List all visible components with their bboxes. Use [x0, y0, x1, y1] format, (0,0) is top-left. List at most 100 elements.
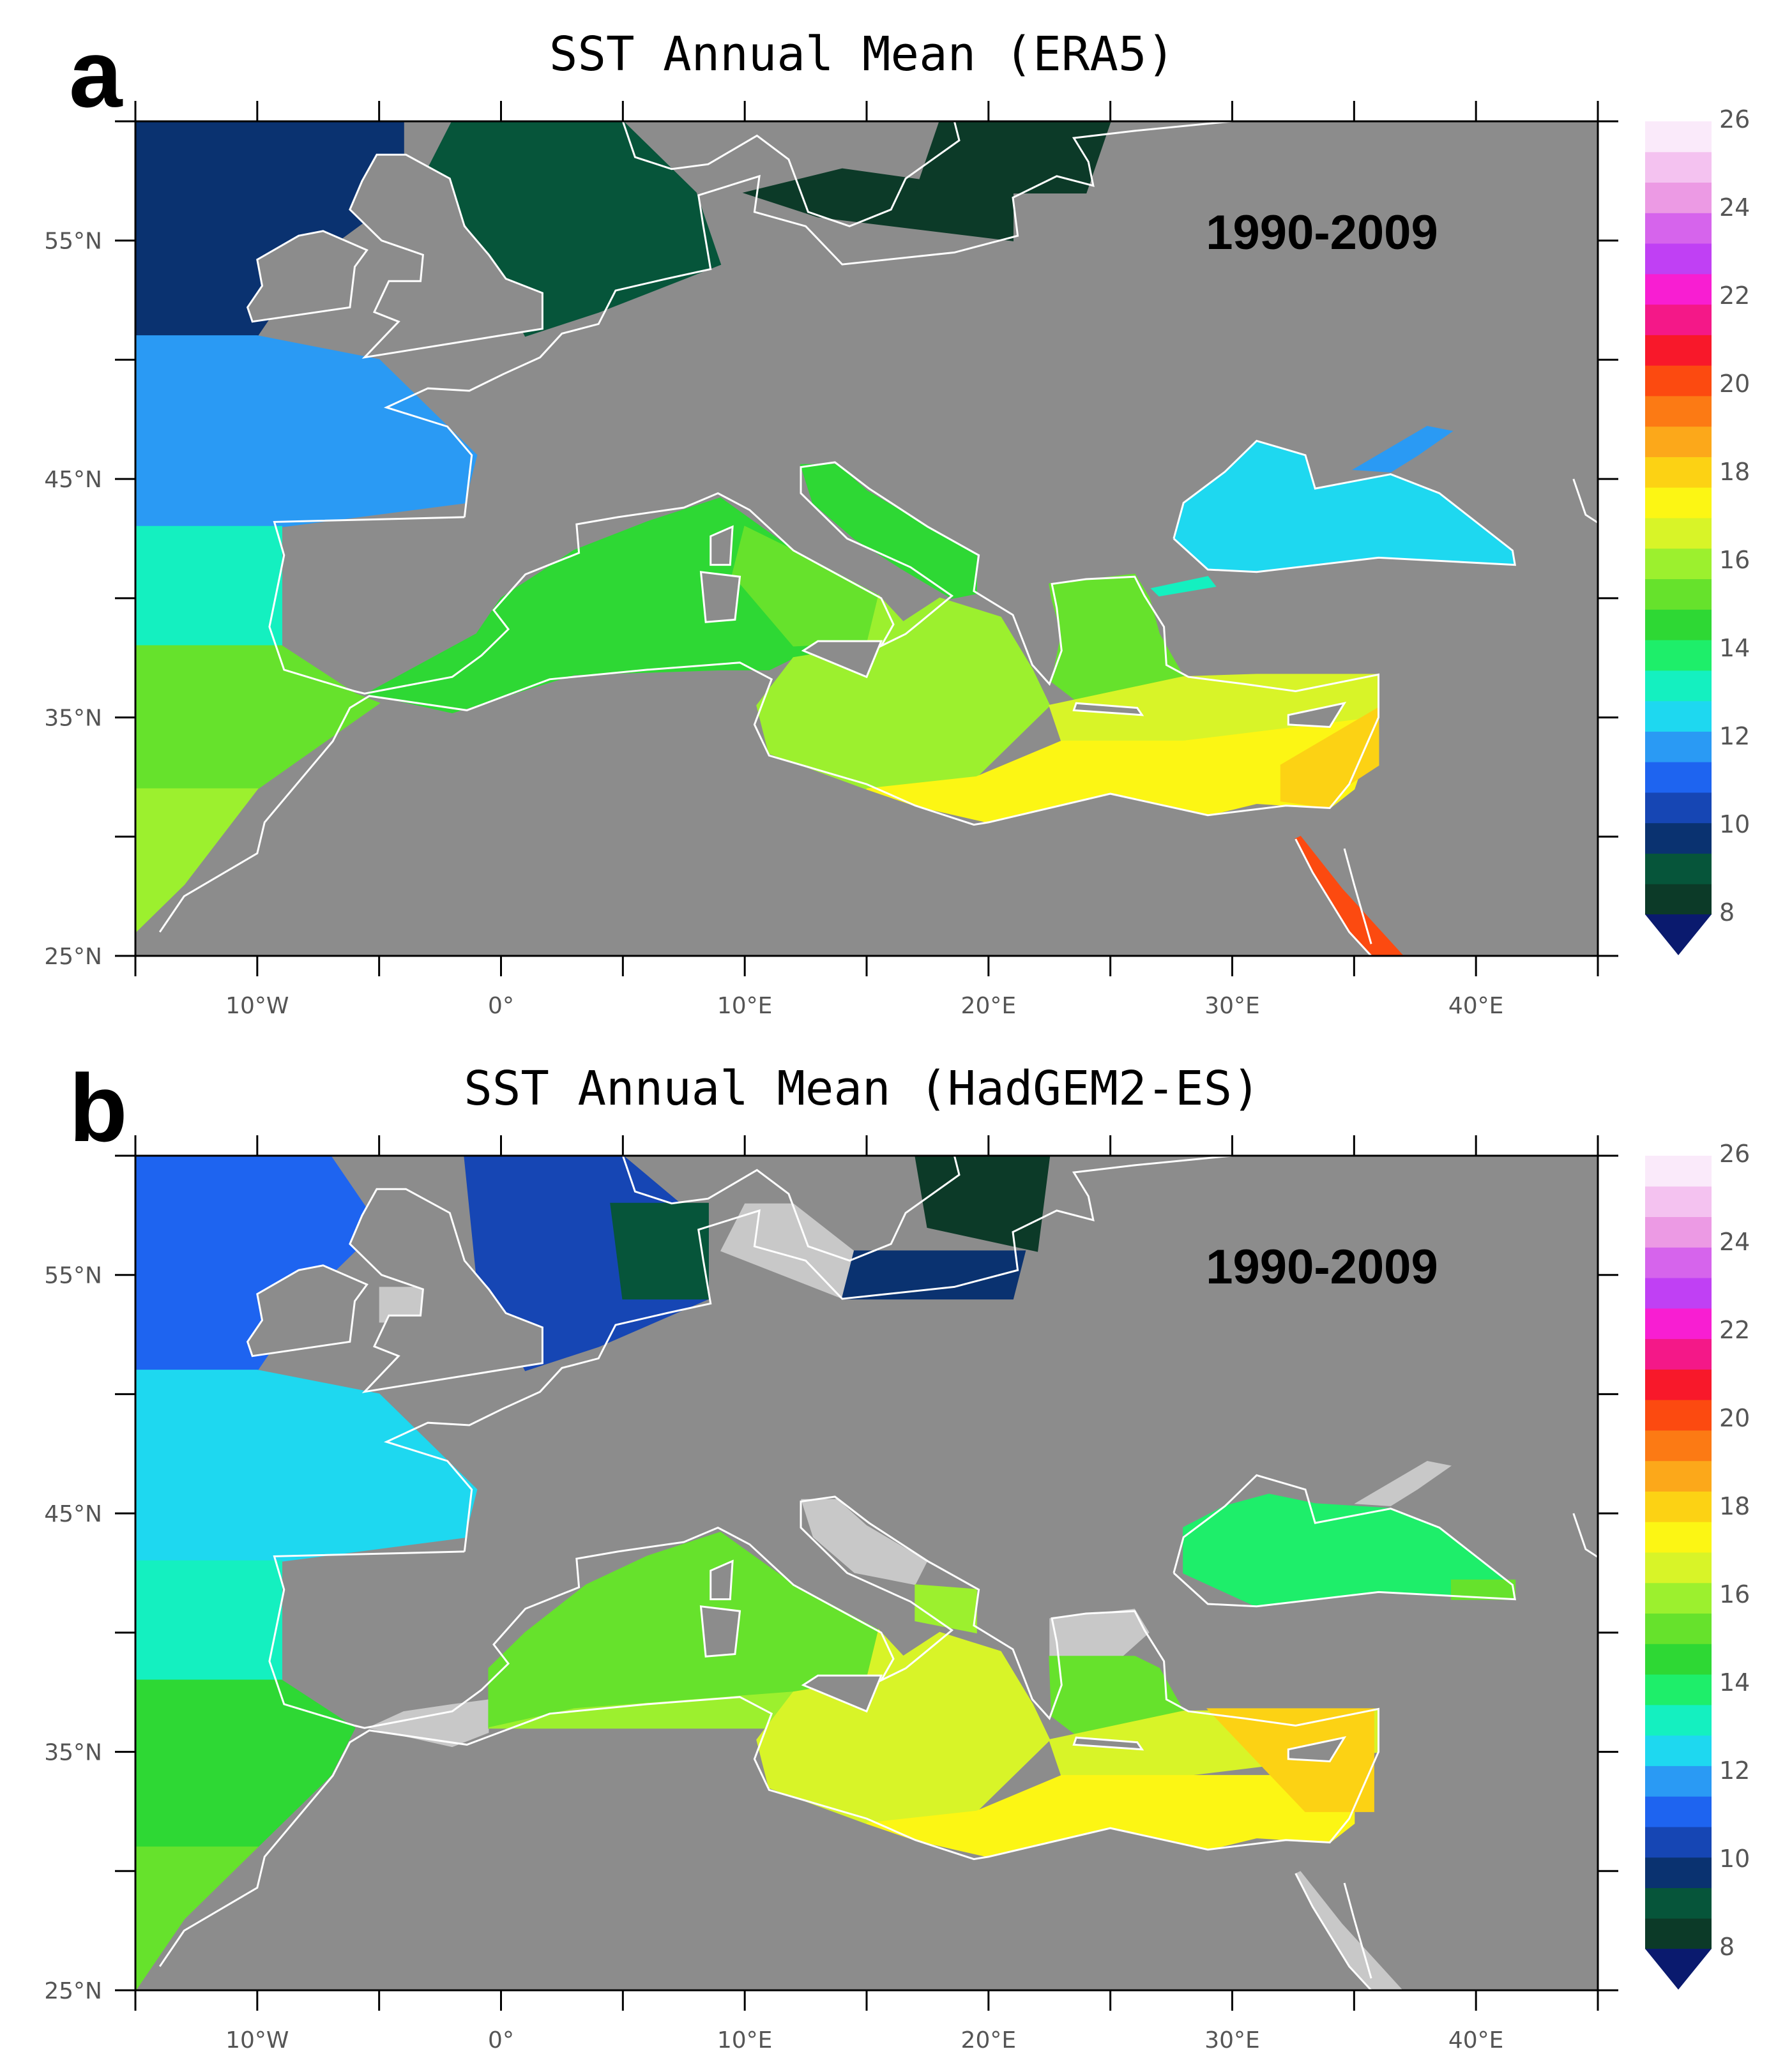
colorbar-swatch [1645, 1216, 1712, 1248]
island-great-britain [349, 1188, 543, 1393]
coastline-scandinavia-coast [621, 121, 961, 227]
colorbar-swatch [1645, 365, 1712, 397]
lon-label: 10°W [225, 993, 289, 1019]
missing-sea-adriatic-north [801, 1499, 928, 1585]
colorbar-label: 22 [1719, 282, 1750, 310]
colorbar-swatch [1645, 670, 1712, 702]
colorbar-swatch [1645, 1826, 1712, 1858]
sea-region-baltic-south [841, 1250, 1026, 1300]
lon-label: 30°E [1204, 993, 1260, 1019]
colorbar-swatch [1645, 213, 1712, 244]
colorbar-label: 20 [1719, 1404, 1750, 1432]
colorbar-swatch [1645, 395, 1712, 427]
island-corsica [710, 525, 734, 566]
period-label: 1990-2009 [1206, 1240, 1438, 1294]
colorbar-swatch [1645, 1460, 1712, 1492]
colorbar-label: 22 [1719, 1316, 1750, 1344]
coastline-aqaba-coast [1343, 1882, 1372, 1979]
coastline-aqaba-coast [1343, 848, 1372, 944]
sea-region-marmara [1150, 576, 1217, 597]
colorbar-swatch [1645, 1735, 1712, 1766]
lon-label: 40°E [1448, 993, 1504, 1019]
colorbar-label: 14 [1719, 1668, 1750, 1697]
lat-label: 35°N [44, 706, 102, 732]
panel-letter: a [69, 20, 123, 127]
lon-label: 30°E [1204, 2027, 1260, 2053]
coastline-caspian-coast [1572, 1513, 1623, 1574]
colorbar-swatch [1645, 518, 1712, 549]
missing-sea-alboran [367, 1699, 489, 1748]
coastline-france-atlantic-coast [383, 1154, 1233, 1552]
island-crete [1072, 1736, 1144, 1751]
colorbar-swatch [1645, 273, 1712, 305]
lat-label: 35°N [44, 1740, 102, 1766]
missing-sea-aegean-north [1049, 1608, 1150, 1657]
coastline-france-atlantic-coast [383, 120, 1233, 518]
island-great-britain [349, 153, 543, 359]
coastline-caspian-coast [1572, 478, 1623, 540]
colorbar-swatch [1645, 884, 1712, 915]
period-label: 1990-2009 [1206, 206, 1438, 260]
colorbar-label: 12 [1719, 722, 1750, 750]
coastline-black-sea-coast [1173, 1474, 1516, 1608]
colorbar-swatch [1645, 1308, 1712, 1340]
colorbar-swatch [1645, 304, 1712, 335]
colorbar-swatch [1645, 609, 1712, 640]
colorbar-swatch [1645, 1582, 1712, 1614]
colorbar-swatch [1645, 762, 1712, 793]
colorbar-swatch [1645, 487, 1712, 518]
colorbar-label: 24 [1719, 193, 1750, 222]
colorbar-swatch [1645, 1613, 1712, 1644]
colorbar-swatch [1645, 1491, 1712, 1522]
colorbar-swatch [1645, 1278, 1712, 1309]
panel-letter: b [69, 1054, 128, 1161]
panel-title: SST Annual Mean (ERA5) [549, 27, 1176, 82]
colorbar-swatch [1645, 1247, 1712, 1278]
colorbar-swatch [1645, 1887, 1712, 1919]
colorbar-swatch [1645, 1186, 1712, 1218]
missing-sea-azov [1354, 1461, 1452, 1506]
colorbar-swatch [1645, 1522, 1712, 1553]
colorbar-label: 26 [1719, 1140, 1750, 1168]
sst-map-hadgem2-es: 10°W 0° 10°E 20°E 30°E 40°E 55°N 45°N 35°N 25°N 26… [44, 1135, 1750, 2053]
colorbar-swatch [1645, 853, 1712, 884]
lat-label: 55°N [44, 229, 102, 255]
sea-region-atlantic-biscay [135, 1560, 282, 1681]
colorbar-swatch [1645, 457, 1712, 488]
colorbar-swatch [1645, 548, 1712, 580]
colorbar-swatch [1645, 792, 1712, 824]
panel-b: b SST Annual Mean (HadGEM2-ES) 10°W 0° 10°… [0, 1034, 1792, 2069]
lon-label: 20°E [961, 2027, 1017, 2053]
colorbar-label: 26 [1719, 105, 1750, 133]
missing-sea-red-sea [1295, 1871, 1403, 1990]
island-crete [1072, 702, 1144, 716]
lat-label: 25°N [44, 944, 102, 970]
lat-label: 25°N [44, 1978, 102, 2004]
colorbar-label: 16 [1719, 1580, 1750, 1608]
colorbar-label: 24 [1719, 1228, 1750, 1256]
sea-region-azov [1351, 425, 1454, 473]
sea-region-north-sea-east [610, 1202, 709, 1300]
lon-label: 40°E [1448, 2027, 1504, 2053]
missing-sea-irish-sea [379, 1287, 428, 1323]
lon-label: 0° [488, 993, 514, 1019]
colorbar-swatch [1645, 822, 1712, 854]
colorbar-swatch [1645, 1766, 1712, 1797]
colorbar-label: 8 [1719, 898, 1735, 926]
colorbar-swatch [1645, 1704, 1712, 1736]
lon-label: 10°E [717, 2027, 773, 2053]
lon-label: 10°W [225, 2027, 289, 2053]
lon-label: 20°E [961, 993, 1017, 1019]
colorbar-swatch [1645, 121, 1712, 153]
island-sicily [801, 640, 883, 679]
coastline-scandinavia-coast [621, 1155, 961, 1262]
sea-region-baltic-east [914, 121, 1112, 193]
colorbar-swatch [1645, 731, 1712, 762]
colorbar-swatch [1645, 1552, 1712, 1584]
colorbar-swatch [1645, 182, 1712, 213]
colorbar-swatch [1645, 640, 1712, 671]
colorbar-swatch [1645, 1338, 1712, 1370]
island-ireland [246, 1264, 368, 1357]
sea-region-levant-east [1206, 1708, 1374, 1812]
colorbar-swatch [1645, 578, 1712, 610]
